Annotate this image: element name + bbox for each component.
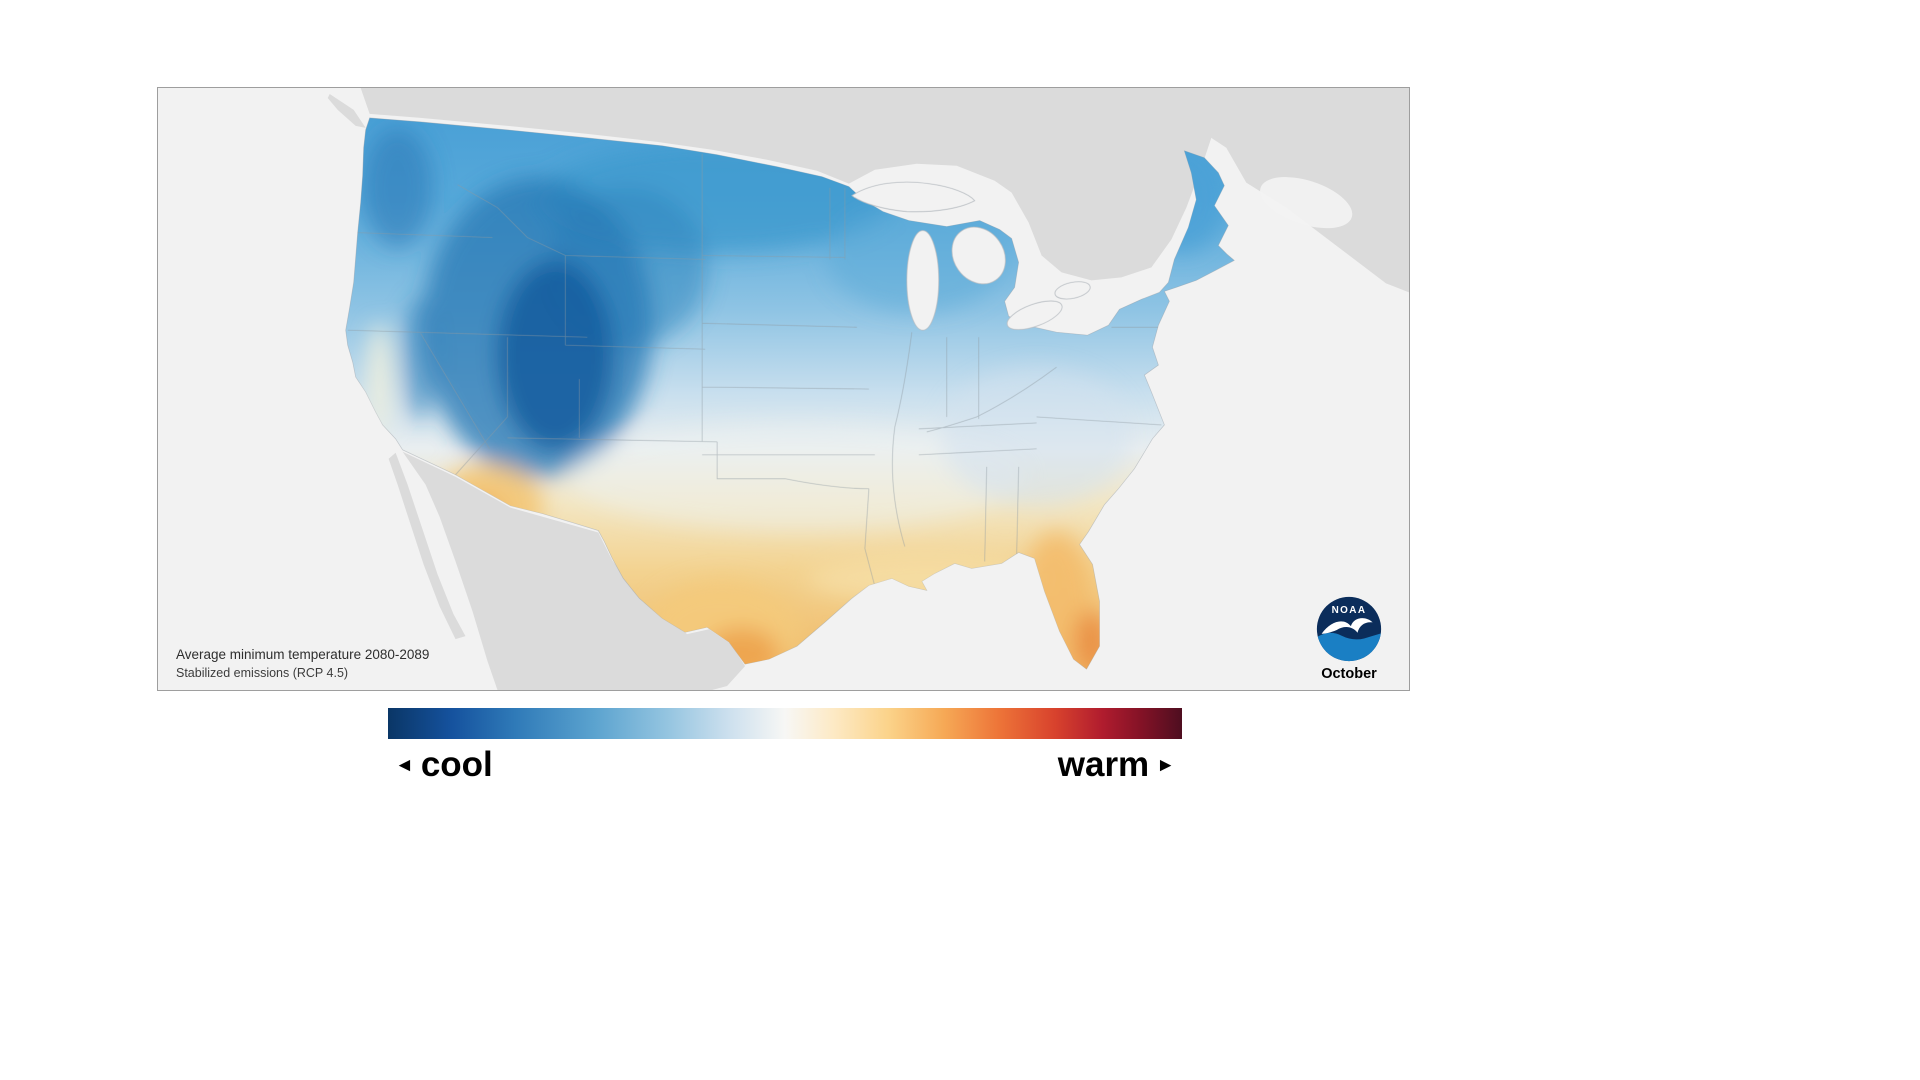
map-panel: Average minimum temperature 2080-2089 St… [157,87,1410,691]
canada-landmass [360,88,1409,293]
map-caption-line2: Stabilized emissions (RCP 4.5) [176,665,349,680]
colorbar-gradient [388,708,1182,739]
lake-michigan [906,230,940,331]
warm-label-text: warm [1057,745,1150,784]
map-caption: Average minimum temperature 2080-2089 St… [176,646,429,682]
baja-california [388,452,466,640]
warm-arrow-icon: ► [1156,754,1175,776]
colorbar-labels: ◄ cool warm ► [388,740,1182,790]
lake-ontario [1054,281,1091,300]
state-borders [347,153,1177,587]
lake-superior [851,181,976,213]
us-temperature-map [327,88,1409,690]
month-label: October [1321,666,1377,682]
cool-arrow-icon: ◄ [395,754,414,776]
vancouver-island [327,93,366,128]
noaa-logo: NOAA [1316,596,1382,662]
mexico-landmass [402,451,746,690]
great-lakes [851,181,1091,331]
lake-erie [1006,300,1063,330]
warm-label: warm ► [1058,745,1182,785]
gulf-of-st-lawrence [1260,177,1353,229]
noaa-logo-block: NOAA October [1303,595,1395,682]
lake-huron [951,226,1006,285]
cool-label-text: cool [420,745,493,784]
noaa-logo-text: NOAA [1332,605,1367,616]
map-caption-line1: Average minimum temperature 2080-2089 [176,646,430,662]
cool-label: ◄ cool [388,745,493,785]
